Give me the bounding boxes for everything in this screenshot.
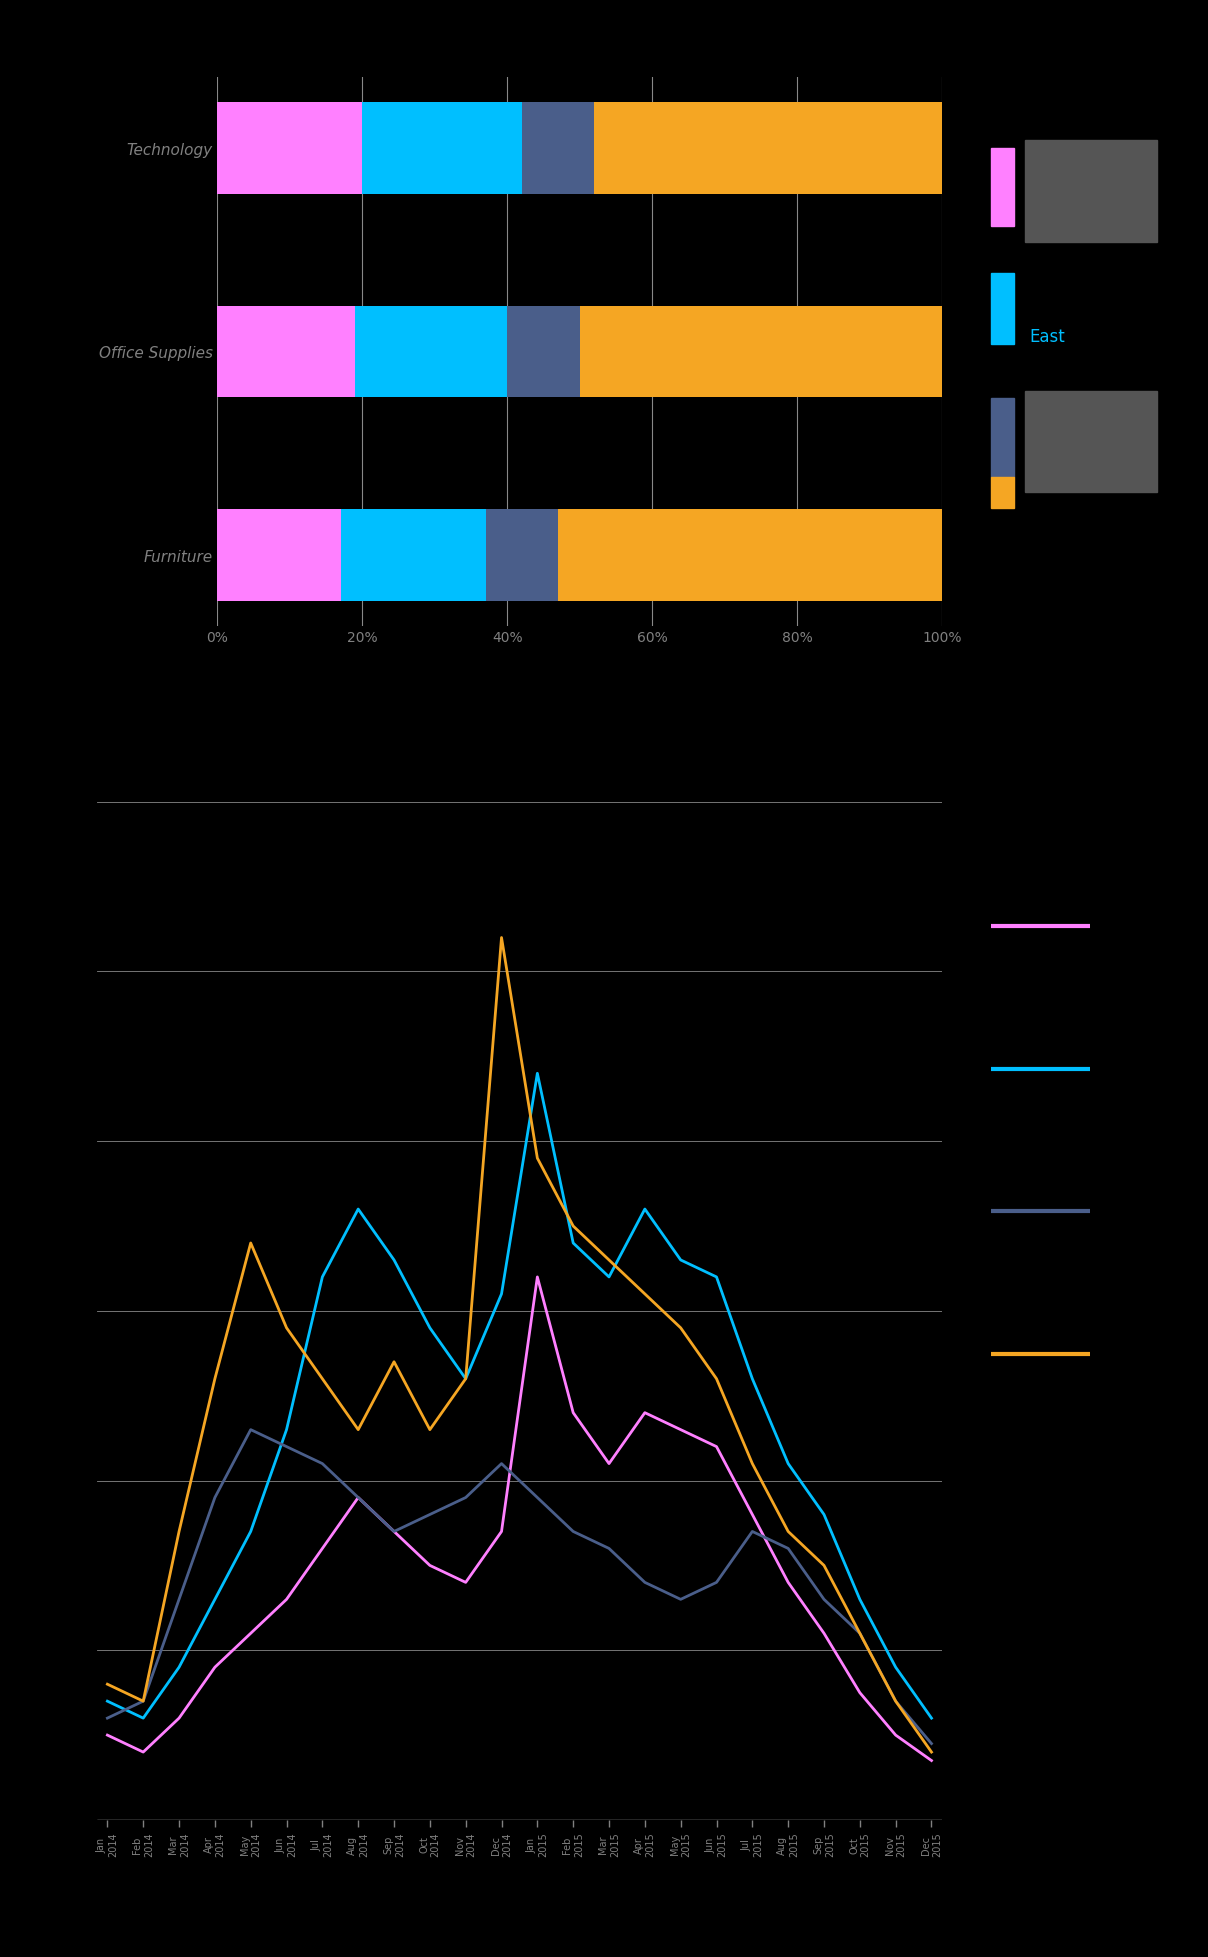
Bar — [522, 104, 594, 194]
Bar — [217, 307, 355, 397]
Bar — [217, 511, 341, 601]
Bar — [341, 511, 486, 601]
Bar — [486, 511, 558, 601]
Bar — [558, 511, 942, 601]
Bar — [991, 399, 1014, 478]
Bar — [1026, 141, 1157, 243]
Bar — [362, 104, 522, 194]
Bar — [97, 1820, 942, 1922]
Text: East: East — [1029, 327, 1065, 346]
Bar — [991, 149, 1014, 227]
Bar — [991, 274, 1014, 344]
Bar — [507, 307, 580, 397]
Bar — [580, 307, 942, 397]
Bar — [594, 104, 942, 194]
Bar — [991, 478, 1014, 509]
Bar — [217, 104, 362, 194]
Bar — [1026, 391, 1157, 493]
Bar — [355, 307, 507, 397]
